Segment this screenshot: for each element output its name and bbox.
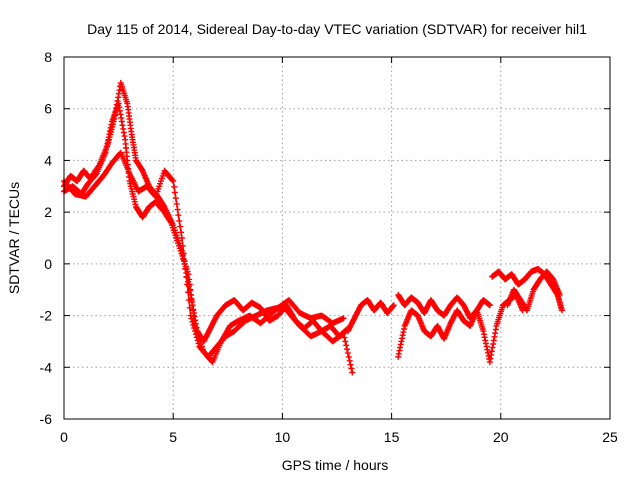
y-tick-label: 2 xyxy=(44,204,52,220)
data-point xyxy=(193,334,200,341)
data-point xyxy=(182,266,189,272)
data-point xyxy=(174,206,181,213)
data-point xyxy=(115,100,122,107)
data-point xyxy=(191,325,198,331)
data-point xyxy=(342,338,349,345)
data-point xyxy=(171,189,178,196)
series-trace-3 xyxy=(61,149,347,360)
data-point xyxy=(187,312,194,319)
data-point xyxy=(175,212,182,219)
x-tick-label: 0 xyxy=(60,429,68,445)
data-point xyxy=(169,177,176,184)
grid xyxy=(64,57,610,419)
data-point xyxy=(190,307,197,314)
y-axis-label: SDTVAR / TECUs xyxy=(6,182,22,294)
x-tick-label: 10 xyxy=(275,429,291,445)
data-point xyxy=(347,361,354,368)
data-point xyxy=(340,330,347,337)
data-point xyxy=(178,235,185,241)
data-point xyxy=(118,115,125,121)
data-point xyxy=(170,178,177,185)
data-point xyxy=(107,124,114,131)
data-point xyxy=(390,302,397,309)
y-tick-label: 4 xyxy=(44,152,52,168)
chart-title: Day 115 of 2014, Sidereal Day-to-day VTE… xyxy=(87,21,587,37)
data-point xyxy=(181,258,188,265)
y-tick-label: 6 xyxy=(44,101,52,117)
data-point xyxy=(344,346,350,353)
data-point xyxy=(345,353,352,360)
data-point xyxy=(179,242,186,249)
data-point xyxy=(180,250,187,257)
data-point xyxy=(349,369,356,376)
data-point xyxy=(189,318,196,325)
data-point xyxy=(340,315,347,322)
y-tick-label: 0 xyxy=(44,256,52,272)
data-point xyxy=(192,331,199,338)
x-tick-label: 15 xyxy=(384,429,400,445)
data-point xyxy=(188,315,195,322)
data-point xyxy=(173,200,180,207)
data-point xyxy=(92,171,99,178)
data-point xyxy=(556,291,563,298)
y-tick-label: -6 xyxy=(40,411,53,427)
y-tick-label: -2 xyxy=(40,308,53,324)
y-tick-label: -4 xyxy=(40,359,53,375)
x-tick-label: 5 xyxy=(169,429,177,445)
data-point xyxy=(195,340,202,347)
data-point xyxy=(486,302,493,309)
data-point xyxy=(183,273,190,280)
data-point xyxy=(559,307,565,314)
data-point xyxy=(348,365,355,372)
data-point xyxy=(184,281,191,288)
data-point xyxy=(343,342,350,349)
data-point xyxy=(105,137,112,144)
data-point xyxy=(171,183,178,190)
series-layer xyxy=(61,79,565,376)
plot-frame xyxy=(63,56,611,420)
x-tick-label: 20 xyxy=(493,429,509,445)
data-point xyxy=(178,229,185,236)
data-point xyxy=(172,195,179,202)
data-point xyxy=(176,217,183,224)
data-point xyxy=(177,223,184,230)
series-trace-4 xyxy=(344,297,397,335)
data-point xyxy=(192,328,198,335)
x-axis-label: GPS time / hours xyxy=(282,457,389,473)
ticks: 0 5 10 15 20 25 -6 -4 -2 0 2 4 6 8 xyxy=(40,49,618,445)
data-point xyxy=(190,321,197,328)
data-point xyxy=(341,334,348,341)
series-trace-8 xyxy=(504,268,563,314)
data-point xyxy=(186,304,193,311)
data-point xyxy=(344,350,351,357)
data-point xyxy=(346,357,353,364)
x-tick-label: 25 xyxy=(602,429,618,445)
series-trace-5 xyxy=(395,291,526,366)
y-tick-label: 8 xyxy=(44,49,52,65)
data-point xyxy=(194,337,201,344)
series-trace-6 xyxy=(395,291,493,322)
data-point xyxy=(185,289,192,296)
data-point xyxy=(185,297,192,304)
